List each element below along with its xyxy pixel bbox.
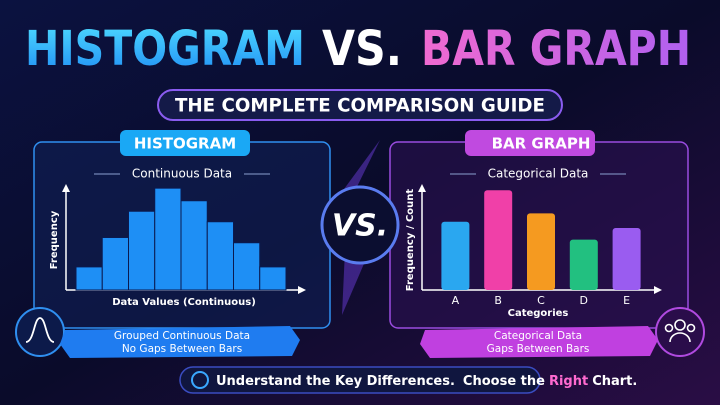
footer-pill xyxy=(179,366,541,394)
histogram-bar xyxy=(75,266,103,291)
caption: Gaps Between Bars xyxy=(487,343,590,355)
category-label: D xyxy=(580,294,588,307)
vs-circle xyxy=(320,185,400,265)
histogram-bar xyxy=(128,210,156,291)
right-panel-tab xyxy=(465,130,595,156)
bell-icon-circle xyxy=(15,307,65,357)
footer-highlight: Right xyxy=(549,374,588,389)
people-icon-circle xyxy=(655,307,705,357)
category-label: C xyxy=(537,294,545,307)
bar xyxy=(441,221,470,290)
category-label: B xyxy=(494,294,502,307)
footer-text: Understand the Key Differences. Choose th… xyxy=(216,374,637,389)
subtitle: THE COMPLETE COMPARISON GUIDE xyxy=(175,95,545,117)
x-axis-label: Categories xyxy=(508,308,569,319)
chart-title: Continuous Data xyxy=(132,167,232,181)
bar xyxy=(527,213,555,290)
y-axis-label: Frequency / Count xyxy=(405,189,416,292)
footer-second: Choose the xyxy=(463,374,545,389)
title-left: HISTOGRAM xyxy=(25,21,305,77)
title-vs: VS. xyxy=(322,21,402,77)
left-panel-tab xyxy=(120,130,250,156)
panel-title: HISTOGRAM xyxy=(134,135,236,153)
vs-badge: VS. xyxy=(332,209,388,244)
right-caption-brush xyxy=(420,326,658,358)
category-label: A xyxy=(452,294,460,307)
panel-title: BAR GRAPH xyxy=(492,135,591,153)
caption: No Gaps Between Bars xyxy=(122,343,242,355)
histogram-bar xyxy=(154,187,182,291)
people-icon xyxy=(664,319,696,343)
target-icon xyxy=(191,371,209,389)
x-axis-label: Data Values (Continuous) xyxy=(112,297,256,308)
footer-first: Understand the Key Differences. xyxy=(216,374,455,389)
title-right: BAR GRAPH xyxy=(421,21,691,77)
left-caption-brush xyxy=(60,326,300,358)
bar xyxy=(569,239,598,290)
caption: Grouped Continuous Data xyxy=(114,330,250,342)
histogram-bar xyxy=(180,200,208,291)
footer-end: Chart. xyxy=(592,374,637,389)
histogram-bar xyxy=(233,242,261,291)
histogram-bar xyxy=(206,221,234,291)
subtitle-pill xyxy=(157,89,563,121)
bar xyxy=(484,190,513,290)
chart-title: Categorical Data xyxy=(488,167,589,181)
caption: Categorical Data xyxy=(494,330,582,342)
histogram-bar xyxy=(259,266,287,291)
bell-icon xyxy=(25,317,55,343)
bar xyxy=(612,228,641,290)
histogram-bar xyxy=(101,237,129,291)
category-label: E xyxy=(623,294,630,307)
y-axis-label: Frequency xyxy=(49,210,60,269)
